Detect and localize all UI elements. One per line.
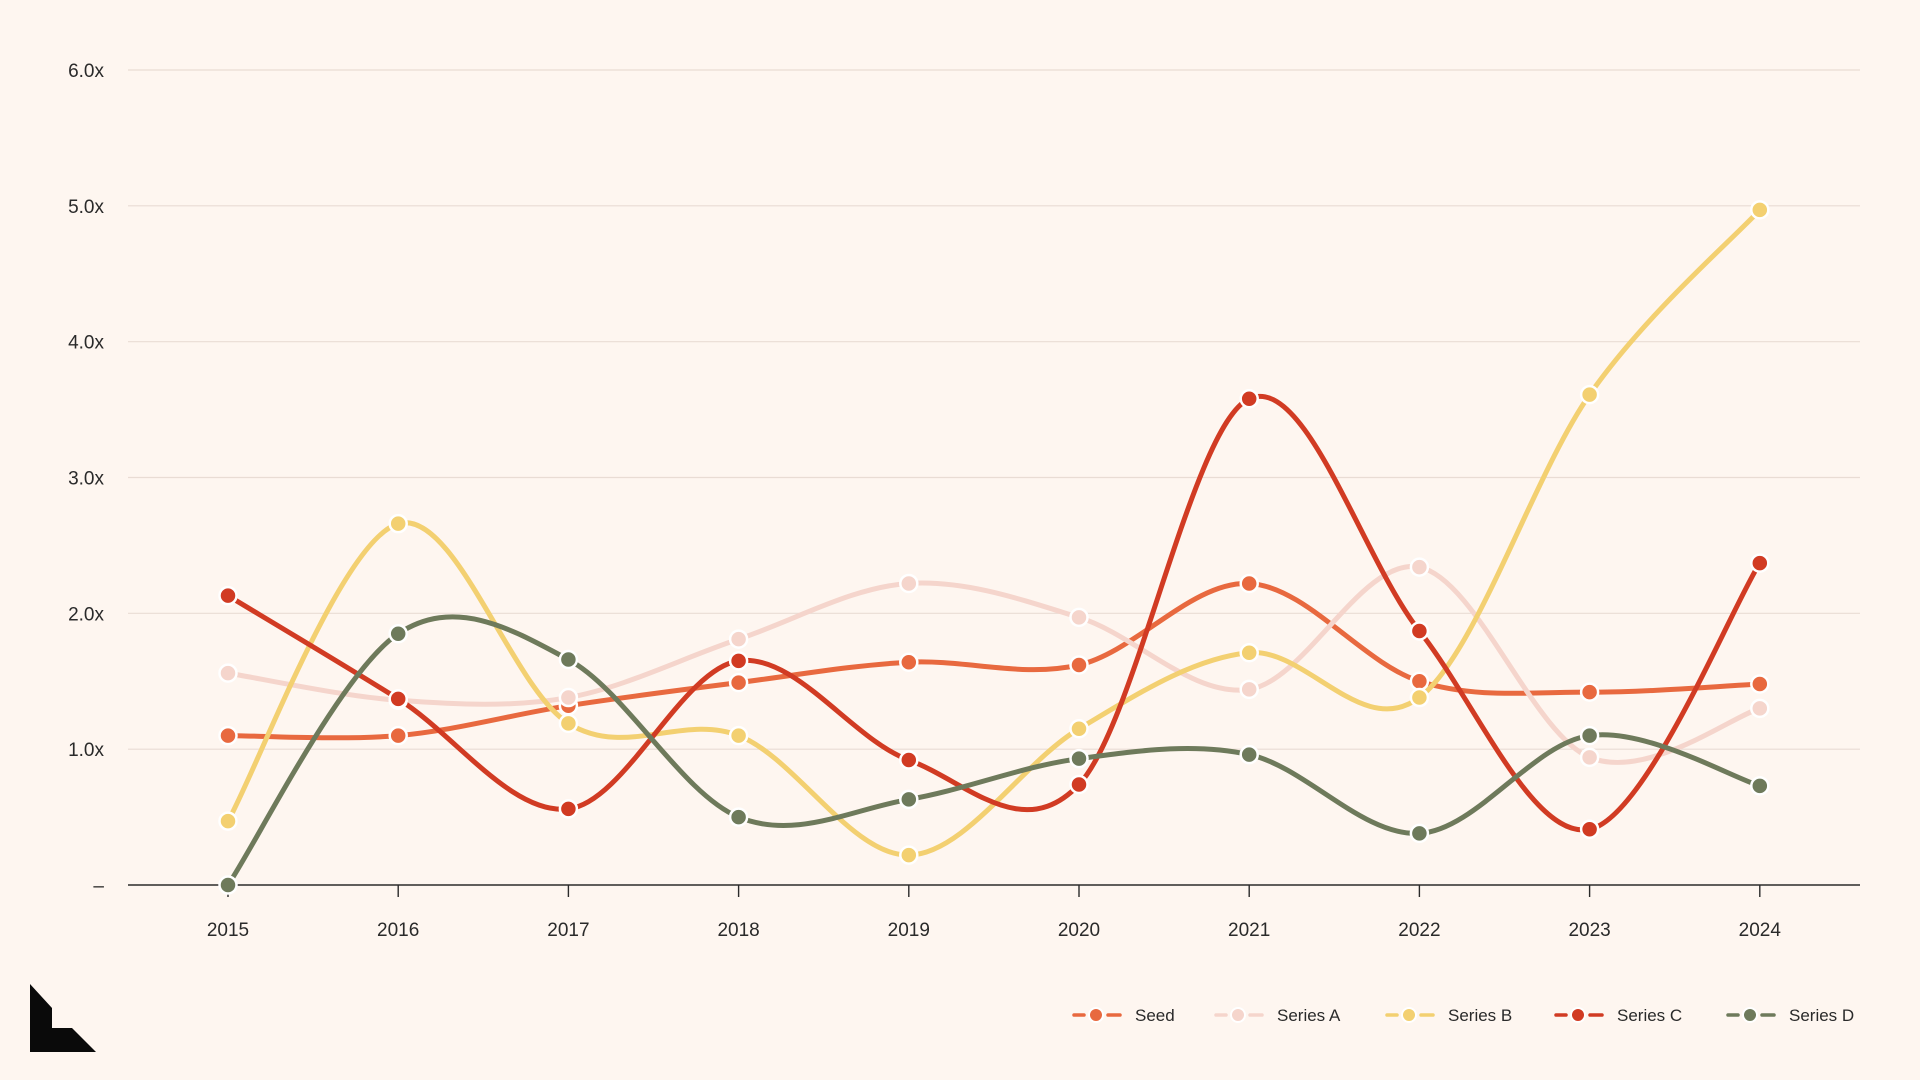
x-tick-label: 2021 xyxy=(1228,920,1270,941)
data-point-series-a xyxy=(1239,679,1259,700)
legend-item-series-a: Series A xyxy=(1214,1006,1341,1025)
y-tick-label: 1.0x xyxy=(68,740,104,761)
legend-swatch-marker xyxy=(1230,1007,1246,1023)
data-point-series-a xyxy=(1750,698,1770,719)
data-point-series-b xyxy=(1750,200,1770,220)
y-tick-label: 4.0x xyxy=(68,333,104,354)
x-tick-label: 2016 xyxy=(377,920,419,941)
data-point-series-d xyxy=(1239,744,1259,765)
data-point-series-c xyxy=(1579,819,1600,840)
data-point-series-b xyxy=(1579,384,1600,405)
data-point-seed xyxy=(1069,655,1089,675)
data-point-series-d xyxy=(558,649,579,670)
data-point-series-c xyxy=(1409,621,1430,641)
data-point-series-c xyxy=(1069,774,1089,795)
x-tick-label: 2015 xyxy=(207,920,249,941)
legend-label: Series C xyxy=(1617,1006,1682,1025)
data-point-series-c xyxy=(558,799,579,819)
chart-gridlines xyxy=(128,69,1860,750)
data-point-series-d xyxy=(218,875,238,895)
y-axis: – 1.0x 2.0x 3.0x 4.0x 5.0x 6.0x xyxy=(68,61,104,897)
data-point-series-d xyxy=(1069,748,1089,769)
data-point-seed xyxy=(1239,573,1259,594)
data-point-series-c xyxy=(218,585,238,606)
legend-item-series-b: Series B xyxy=(1385,1006,1512,1025)
series-line-series-b xyxy=(225,207,1763,858)
data-point-series-a xyxy=(1579,747,1600,768)
data-point-seed xyxy=(1750,674,1770,694)
y-tick-label: 2.0x xyxy=(68,604,104,625)
data-point-series-b xyxy=(558,713,579,734)
y-tick-label: 6.0x xyxy=(68,61,104,82)
data-point-seed xyxy=(388,725,408,746)
data-point-series-b xyxy=(388,513,408,534)
legend-swatch-marker xyxy=(1570,1007,1586,1023)
data-point-series-a xyxy=(899,573,919,594)
legend-swatch-marker xyxy=(1401,1007,1417,1023)
series-line-series-d xyxy=(225,614,1763,888)
data-point-series-a xyxy=(728,629,749,649)
data-point-series-a xyxy=(1409,557,1430,577)
data-point-series-a xyxy=(218,663,238,683)
data-point-seed xyxy=(1579,682,1600,702)
x-tick-label: 2019 xyxy=(888,920,930,941)
data-point-series-b xyxy=(1069,719,1089,739)
data-point-series-c xyxy=(388,689,408,709)
data-point-seed xyxy=(1409,671,1430,691)
data-point-series-b xyxy=(899,845,919,865)
data-point-series-c xyxy=(728,651,749,671)
x-tick-label: 2022 xyxy=(1398,920,1440,941)
chart-legend: Seed Series A Series B Series C Series D xyxy=(1072,1006,1854,1025)
series-line-seed xyxy=(225,580,1763,741)
data-point-series-c xyxy=(1239,388,1259,409)
data-point-series-b xyxy=(1409,687,1430,708)
data-point-seed xyxy=(728,672,749,693)
data-point-series-d xyxy=(1750,776,1770,796)
data-point-series-c xyxy=(1750,553,1770,573)
legend-swatch-marker xyxy=(1742,1007,1758,1023)
series-points xyxy=(218,200,1770,895)
data-point-series-d xyxy=(1579,725,1600,746)
x-tick-label: 2018 xyxy=(717,920,759,941)
data-point-series-a xyxy=(558,687,579,708)
legend-label: Series B xyxy=(1448,1006,1512,1025)
legend-item-seed: Seed xyxy=(1072,1006,1175,1025)
brand-logo-icon xyxy=(30,984,96,1052)
y-tick-label: 3.0x xyxy=(68,469,104,490)
data-point-series-b xyxy=(728,725,749,746)
legend-item-series-c: Series C xyxy=(1554,1006,1682,1025)
data-point-series-b xyxy=(218,811,238,831)
x-tick-label: 2024 xyxy=(1739,920,1782,941)
series-lines xyxy=(225,207,1763,888)
data-point-series-b xyxy=(1239,642,1259,663)
data-point-seed xyxy=(899,652,919,672)
y-tick-label: 5.0x xyxy=(68,197,104,218)
legend-label: Series D xyxy=(1789,1006,1854,1025)
x-tick-label: 2017 xyxy=(547,920,589,941)
legend-swatch-marker xyxy=(1088,1007,1104,1023)
y-tick-label: – xyxy=(93,876,104,897)
data-point-series-d xyxy=(1409,823,1430,844)
data-point-series-c xyxy=(899,750,919,770)
x-tick-label: 2023 xyxy=(1568,920,1610,941)
legend-label: Seed xyxy=(1135,1006,1175,1025)
data-point-series-d xyxy=(728,807,749,827)
data-point-series-d xyxy=(899,789,919,810)
data-point-series-d xyxy=(388,623,408,644)
legend-label: Series A xyxy=(1277,1006,1341,1025)
legend-item-series-d: Series D xyxy=(1726,1006,1854,1025)
series-line-series-a xyxy=(225,564,1763,765)
x-tick-label: 2020 xyxy=(1058,920,1100,941)
x-axis: 2015 2016 2017 2018 2019 2020 2021 2022 2023 2024 xyxy=(128,884,1860,941)
data-point-series-a xyxy=(1069,607,1089,628)
data-point-seed xyxy=(218,725,238,746)
